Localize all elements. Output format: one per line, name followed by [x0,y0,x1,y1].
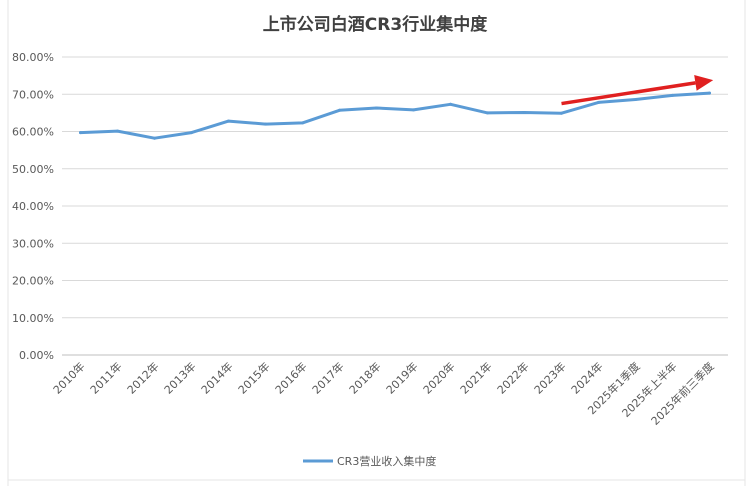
legend-label: CR3营业收入集中度 [337,454,436,468]
data-point [412,108,415,112]
chart-title: 上市公司白酒CR3行业集中度 [263,14,488,35]
data-point [560,111,563,115]
data-point [338,108,341,112]
data-point [671,93,674,97]
y-tick-label: 0.00% [19,349,54,362]
y-tick-label: 20.00% [12,275,54,288]
y-tick-label: 40.00% [12,200,54,213]
legend: CR3营业收入集中度 [303,454,436,468]
data-point [449,102,452,106]
y-axis-ticks: 0.00% 10.00% 20.00% 30.00% 40.00% 50.00% 60.00… [12,51,54,362]
data-point [79,131,82,135]
trend-arrow-head [694,74,714,91]
data-point [227,119,230,123]
data-point [301,121,304,125]
data-point [486,111,489,115]
data-point [708,91,711,95]
annotation-layer [561,74,714,106]
data-point [153,136,156,140]
trend-arrow-shaft [561,81,696,106]
data-point [597,100,600,104]
data-point [634,97,637,101]
y-tick-label: 60.00% [12,126,54,139]
y-tick-label: 80.00% [12,51,54,64]
y-tick-label: 30.00% [12,237,54,250]
data-point [523,111,526,115]
y-tick-label: 10.00% [12,312,54,325]
data-point [375,106,378,110]
data-point [264,122,267,126]
series-layer [79,91,711,140]
data-point [190,131,193,135]
y-tick-label: 50.00% [12,163,54,176]
series-line [79,91,711,140]
y-tick-label: 70.00% [12,88,54,101]
data-point [116,129,119,133]
